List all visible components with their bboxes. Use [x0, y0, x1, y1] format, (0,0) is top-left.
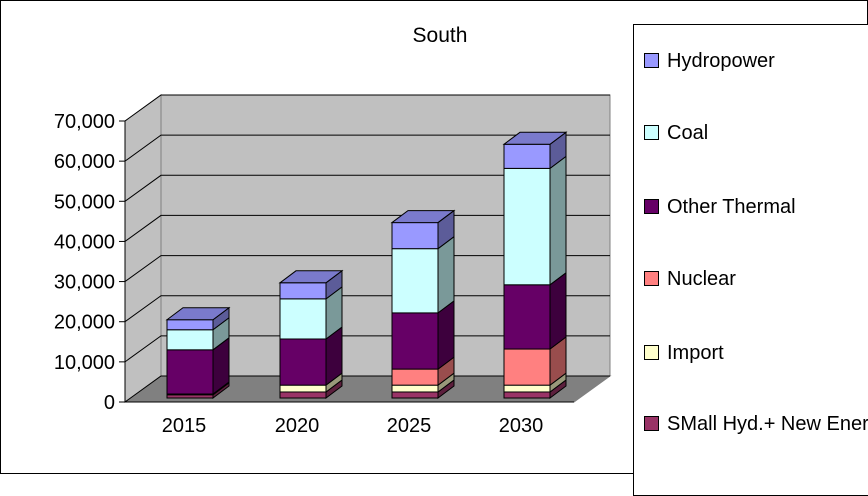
chart-legend: Hydropower Coal Other Thermal Nuclear Import…	[633, 24, 868, 496]
gridline	[124, 375, 610, 403]
x-tick-label: 2030	[499, 415, 544, 437]
bar-segment	[391, 391, 439, 399]
y-tick-label: 20,000	[54, 312, 115, 334]
y-tick-label: 0	[104, 392, 115, 414]
bar-segment-top	[165, 307, 231, 321]
bar-segment	[279, 282, 327, 300]
x-tick-label: 2015	[162, 415, 207, 437]
bar-segment	[503, 348, 551, 386]
bar-segment	[279, 391, 327, 399]
gridline	[124, 255, 610, 282]
bar-segment	[166, 329, 214, 351]
bar-segment	[391, 312, 439, 370]
legend-item: SMall Hyd.+ New Energy	[644, 412, 868, 436]
bar-segment	[391, 222, 439, 250]
legend-item: Other Thermal	[644, 195, 868, 219]
bar-segment	[391, 248, 439, 314]
gridline	[124, 295, 610, 323]
bar-segment	[391, 384, 439, 393]
legend-swatch	[644, 416, 659, 431]
legend-label: Hydropower	[667, 50, 775, 72]
bar-segment	[279, 384, 327, 393]
bar-segment-top	[502, 131, 568, 145]
legend-swatch	[644, 125, 659, 140]
legend-swatch	[644, 345, 659, 360]
bar-segment-top	[390, 210, 456, 224]
legend-label: Nuclear	[667, 268, 736, 290]
gridline	[124, 134, 610, 162]
bar-segment	[391, 368, 439, 386]
legend-swatch	[644, 199, 659, 214]
legend-item: Nuclear	[644, 267, 868, 291]
gridline	[124, 94, 610, 122]
bar-segment	[279, 338, 327, 386]
bar-segment	[503, 391, 551, 399]
y-tick-label: 70,000	[54, 111, 115, 133]
y-tick-label: 50,000	[54, 191, 115, 213]
y-tick-label: 60,000	[54, 151, 115, 173]
bar-segment	[279, 298, 327, 340]
legend-swatch	[644, 53, 659, 68]
chart-title: South	[412, 24, 468, 47]
x-tick-label: 2020	[275, 415, 320, 437]
bar-segment	[166, 319, 214, 331]
legend-label: SMall Hyd.+ New Energy	[667, 413, 868, 435]
gridline	[124, 174, 610, 202]
legend-swatch	[644, 271, 659, 286]
bar-segment-side	[549, 155, 567, 286]
bar-segment-side	[437, 235, 455, 314]
chart-plot: 0 10,000 20,000 30,000 40,000 50,000 60,000 70,…	[54, 94, 612, 437]
bar-segment	[503, 384, 551, 393]
y-tick-label: 30,000	[54, 272, 115, 294]
legend-item: Coal	[644, 121, 868, 145]
bar-segment-side	[549, 271, 567, 351]
y-tick-label: 40,000	[54, 231, 115, 253]
gridline	[124, 214, 610, 242]
gridline	[124, 335, 610, 363]
legend-label: Import	[667, 342, 724, 364]
y-tick-label: 10,000	[54, 352, 115, 374]
side-wall	[124, 94, 162, 403]
legend-item: Hydropower	[644, 49, 868, 73]
bar-segment	[166, 349, 214, 395]
bar-segment	[503, 284, 551, 350]
bar-segment	[503, 143, 551, 169]
legend-item: Import	[644, 341, 868, 365]
legend-label: Coal	[667, 122, 709, 144]
x-tick-label: 2025	[387, 415, 432, 437]
bar-segment-top	[278, 270, 344, 284]
legend-label: Other Thermal	[667, 196, 796, 218]
bar-segment	[503, 167, 551, 286]
